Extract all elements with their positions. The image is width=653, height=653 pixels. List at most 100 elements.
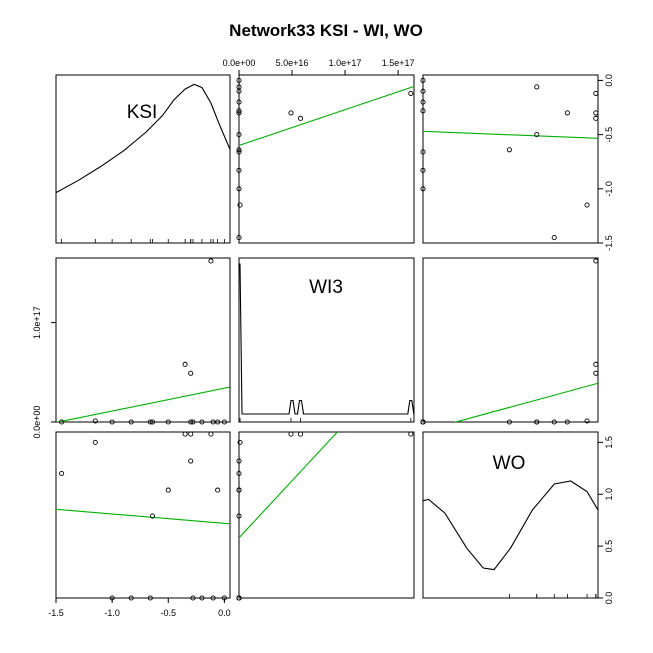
data-point xyxy=(420,167,426,173)
data-point xyxy=(420,88,426,94)
data-point xyxy=(190,595,196,601)
density-curve-ksi xyxy=(56,83,230,194)
data-point xyxy=(149,513,156,519)
data-point xyxy=(190,419,196,425)
panel-wi3-vs-ksi xyxy=(56,258,230,425)
data-point xyxy=(236,458,242,464)
data-point xyxy=(59,470,65,477)
data-point xyxy=(59,419,65,425)
tick-label-wi3-y: 1.0e+17 xyxy=(32,306,42,339)
data-point xyxy=(420,77,426,83)
data-point xyxy=(288,110,294,116)
data-point xyxy=(236,99,242,105)
tick-label-ksi-x: -0.5 xyxy=(161,608,177,618)
data-point xyxy=(593,370,599,376)
panel-ksi-vs-wo xyxy=(420,77,599,241)
data-point xyxy=(534,132,540,138)
data-point xyxy=(149,419,156,425)
panel-wo-vs-ksi xyxy=(56,431,230,601)
fit-line xyxy=(56,386,230,422)
panel-box-wo-wo xyxy=(422,431,599,599)
data-point xyxy=(236,108,242,114)
panel-box-ksi-wo xyxy=(422,74,599,244)
data-point xyxy=(551,419,557,425)
panel-box-ksi-ksi xyxy=(55,74,231,244)
data-point xyxy=(199,419,205,425)
tick-label-ksi-x: -1.5 xyxy=(48,608,64,618)
panels-group: -1.5 -1.0 -0.5 0.0 0.0e+00 5.0e+16 1.0e+17 1.5e… xyxy=(32,58,614,618)
data-point xyxy=(236,132,242,138)
fit-line xyxy=(423,130,598,139)
data-point xyxy=(551,235,557,241)
data-point xyxy=(128,419,134,425)
data-point xyxy=(92,439,98,445)
tick-label-wi3-x: 5.0e+16 xyxy=(276,58,309,68)
tick-label-ksi-y: 0.0 xyxy=(604,74,614,87)
data-point xyxy=(236,77,242,83)
data-point xyxy=(593,258,599,264)
data-point xyxy=(408,90,414,96)
panel-wo-vs-wi3 xyxy=(236,431,414,601)
density-curve-wi3 xyxy=(239,263,414,415)
data-point xyxy=(420,186,426,192)
diag-label-wi3: WI3 xyxy=(309,277,343,298)
data-point xyxy=(534,419,540,425)
data-point xyxy=(182,361,188,367)
data-point xyxy=(236,149,242,155)
data-point xyxy=(188,458,194,464)
tick-label-wo-y: 1.5 xyxy=(604,436,614,449)
panel-box-ksi-wi3 xyxy=(238,74,415,244)
data-point xyxy=(236,167,242,173)
data-point xyxy=(593,90,599,96)
data-point xyxy=(236,147,242,153)
data-point xyxy=(236,186,242,192)
data-point xyxy=(420,419,426,425)
data-point xyxy=(564,419,570,425)
data-point xyxy=(221,419,227,425)
data-point xyxy=(182,431,188,437)
panel-box-wi3-ksi xyxy=(55,257,231,423)
data-point xyxy=(147,595,153,601)
panel-ksi-vs-wi3 xyxy=(236,77,414,241)
data-point xyxy=(208,258,214,264)
data-point xyxy=(237,202,243,208)
data-point xyxy=(420,108,426,114)
data-point xyxy=(199,595,205,601)
data-point xyxy=(208,431,214,437)
tick-label-wo-y: 0.5 xyxy=(604,540,614,553)
data-point xyxy=(420,149,426,155)
data-point xyxy=(297,115,304,121)
data-point xyxy=(420,99,426,105)
tick-label-ksi-y: -0.5 xyxy=(604,127,614,143)
fit-line xyxy=(453,382,598,422)
data-point xyxy=(236,470,242,477)
fit-line xyxy=(56,508,230,525)
tick-label-ksi-y: -1.0 xyxy=(604,181,614,197)
data-point xyxy=(236,513,242,519)
data-point xyxy=(215,419,221,425)
chart-title: Network33 KSI - WI, WO xyxy=(229,21,423,40)
data-point xyxy=(506,147,512,153)
data-point xyxy=(147,419,153,425)
tick-label-wo-y: 0.0 xyxy=(604,592,614,605)
data-point xyxy=(534,84,540,90)
tick-label-wi3-x: 0.0e+00 xyxy=(223,58,256,68)
data-point xyxy=(236,487,242,493)
panel-box-wo-ksi xyxy=(55,431,231,599)
fit-line xyxy=(239,432,339,539)
data-point xyxy=(288,431,294,437)
data-point xyxy=(236,110,242,116)
data-point xyxy=(236,595,242,601)
data-point xyxy=(128,595,134,601)
data-point xyxy=(188,419,194,425)
density-curve-wo xyxy=(423,480,598,571)
data-point xyxy=(188,431,194,437)
tick-label-wi3-y: 0.0e+00 xyxy=(32,406,42,439)
panel-wi3-vs-wo xyxy=(420,258,599,425)
panel-box-wi3-wo xyxy=(422,257,599,423)
tick-label-wi3-x: 1.5e+17 xyxy=(382,58,415,68)
data-point xyxy=(210,595,216,601)
data-point xyxy=(593,115,599,121)
tick-label-ksi-y: -1.5 xyxy=(604,235,614,251)
data-point xyxy=(593,110,599,116)
